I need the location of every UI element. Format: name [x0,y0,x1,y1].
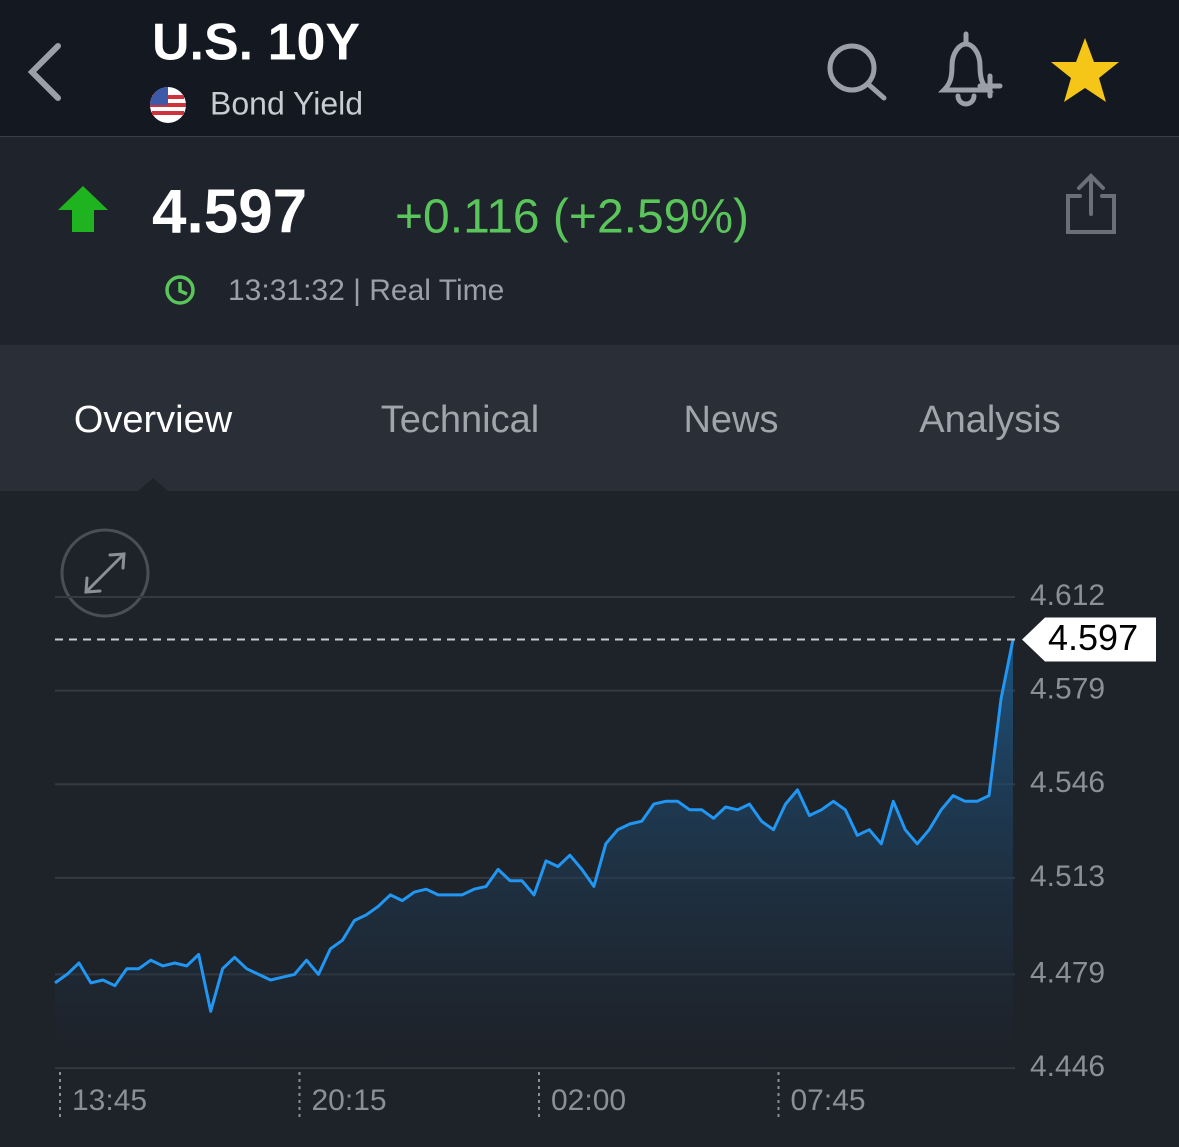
x-tick-label: 20:15 [312,1084,387,1117]
x-tick-label: 13:45 [72,1084,147,1117]
tab-analysis[interactable]: Analysis [919,399,1061,441]
instrument-subtitle: Bond Yield [210,85,363,121]
share-button[interactable] [1066,173,1116,234]
expand-button[interactable] [60,528,150,618]
y-tick-label: 4.513 [1030,860,1105,893]
y-tick-label: 4.479 [1030,956,1105,989]
line [54,639,1015,1013]
back-button[interactable] [27,43,61,101]
y-tick-label: 4.579 [1030,673,1105,706]
instrument-title: U.S. 10Y [152,14,360,72]
us-flag [150,87,186,123]
area [55,639,1013,1068]
price: 4.597 [152,177,307,246]
last-value-label: 4.597 [1048,617,1138,658]
up-arrow [58,186,108,232]
search-button[interactable] [827,43,887,101]
plot: 4.446 4.479 4.513 4.546 4.579 4.612 13:45 20:15… [54,579,1156,1118]
quote-panel [0,137,1179,345]
divider [0,136,1179,137]
clock-icon [165,275,195,305]
tab-overview[interactable]: Overview [74,399,233,441]
tab-technical[interactable]: Technical [381,399,539,441]
alert-button[interactable] [937,31,1003,107]
y-tick-label: 4.446 [1030,1050,1105,1083]
tab-bar [0,345,1179,491]
y-tick-label: 4.612 [1030,579,1105,612]
y-tick-label: 4.546 [1030,766,1105,799]
favorite-star[interactable] [1051,38,1119,102]
x-tick-label: 07:45 [791,1084,866,1117]
x-tick-label: 02:00 [551,1084,626,1117]
price-change: +0.116 (+2.59%) [395,191,749,244]
quote-time: 13:31:32 | Real Time [228,274,504,307]
tab-indicator [138,478,168,491]
last-value-marker [1022,617,1156,662]
tab-news[interactable]: News [683,399,778,441]
